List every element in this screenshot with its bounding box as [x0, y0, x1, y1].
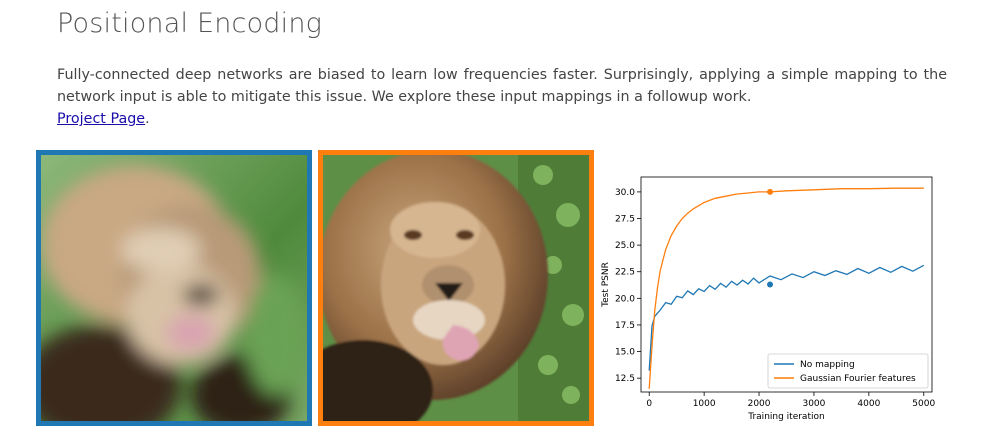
legend-label: No mapping	[800, 360, 855, 370]
x-tick-label: 0	[646, 399, 652, 409]
x-tick-label: 5000	[912, 399, 935, 409]
x-tick-label: 3000	[802, 399, 825, 409]
y-tick-label: 15.0	[615, 348, 635, 358]
x-tick-label: 2000	[748, 399, 771, 409]
psnr-chart: 0 1000 2000 3000 4000 5000 12.5 15.0 17.5 20.0 22.…	[596, 142, 968, 427]
lion-fourier-features-image	[318, 150, 594, 426]
section-title: Positional Encoding	[57, 8, 323, 39]
y-tick-label: 12.5	[615, 374, 635, 384]
y-tick-label: 30.0	[615, 188, 635, 198]
series-line-fourier-features	[648, 187, 924, 389]
y-tick-label: 22.5	[615, 268, 635, 278]
series-marker-fourier-features	[767, 188, 774, 195]
link-suffix: .	[145, 111, 150, 127]
y-tick-label: 27.5	[615, 215, 635, 225]
psnr-chart-svg: 0 1000 2000 3000 4000 5000 12.5 15.0 17.5 20.0 22.…	[601, 176, 935, 422]
plot-frame	[640, 176, 933, 393]
series-marker-no-mapping	[767, 281, 774, 288]
lion-no-mapping-image	[36, 150, 312, 426]
legend-label: Gaussian Fourier features	[800, 374, 916, 384]
x-axis-label: Training iteration	[747, 412, 824, 422]
series-line-no-mapping	[648, 264, 925, 371]
x-tick-label: 4000	[857, 399, 880, 409]
y-axis-label: Test PSNR	[601, 262, 611, 308]
project-page-link[interactable]: Project Page	[57, 111, 146, 127]
x-tick-label: 1000	[693, 399, 716, 409]
y-tick-label: 25.0	[615, 241, 635, 251]
y-tick-label: 17.5	[615, 321, 635, 331]
legend-box	[767, 353, 929, 389]
y-tick-label: 20.0	[615, 294, 635, 304]
section-description: Fully-connected deep networks are biased…	[57, 64, 947, 130]
description-text: Fully-connected deep networks are biased…	[57, 67, 947, 105]
